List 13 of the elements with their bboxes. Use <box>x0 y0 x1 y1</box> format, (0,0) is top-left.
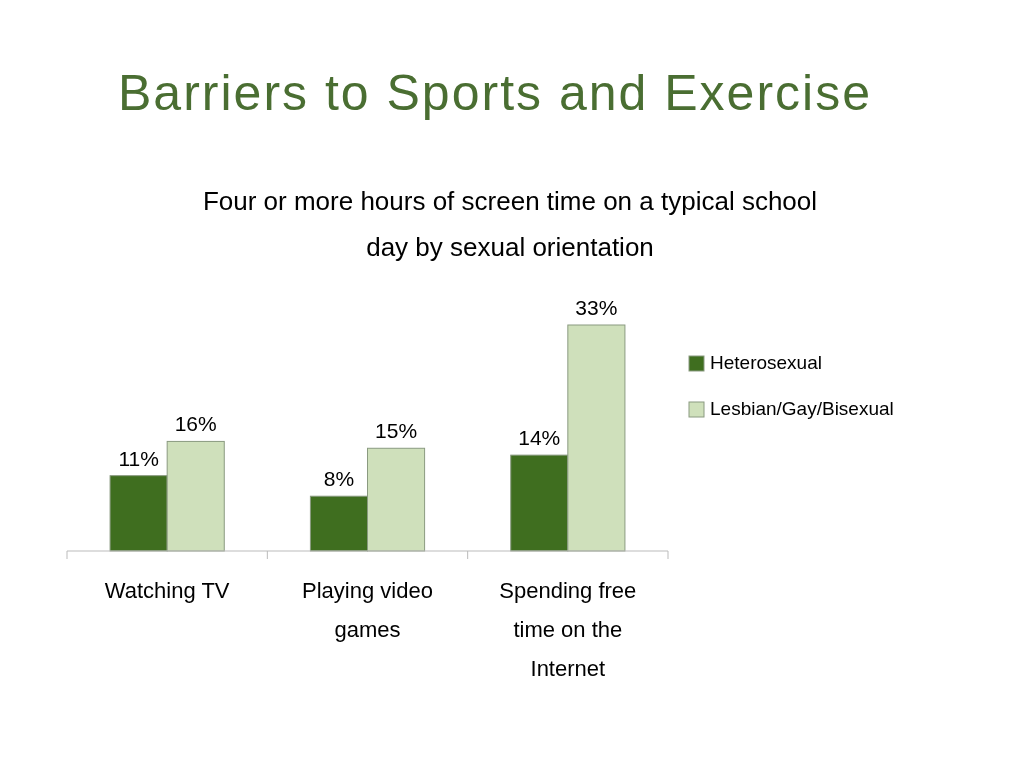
legend-label: Heterosexual <box>710 352 822 373</box>
x-tick-label: Spending free time on the Internet <box>499 578 637 681</box>
x-tick-label: Playing video games <box>302 578 433 642</box>
data-label: 15% <box>375 419 418 443</box>
data-label: 16% <box>174 412 217 436</box>
x-tick-label: Watching TV <box>104 578 230 603</box>
data-label: 14% <box>518 426 561 450</box>
chart-title: Barriers to Sports and Exercise <box>118 65 872 121</box>
legend-label: Lesbian/Gay/Bisexual <box>710 398 894 419</box>
data-label: 11% <box>118 446 159 470</box>
data-label: 33% <box>575 296 618 319</box>
data-label: 8% <box>323 467 355 491</box>
chart-subtitle: Four or more hours of screen time on a typical school day by sexual orientation <box>202 186 818 262</box>
